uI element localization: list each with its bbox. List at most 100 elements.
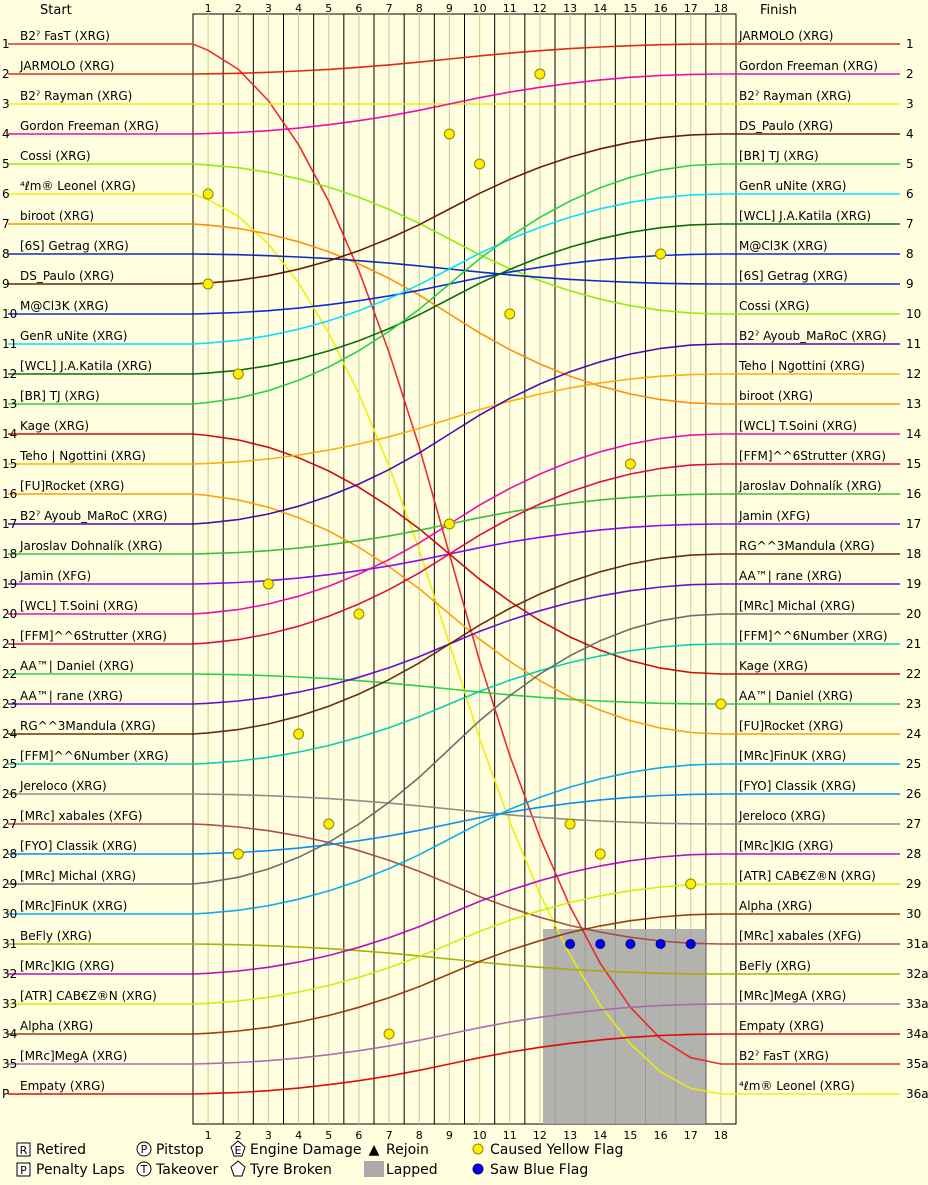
legend-box-symbol: R — [20, 1144, 28, 1157]
start-driver-label: biroot (XRG) — [20, 209, 94, 223]
start-position-number: 11 — [2, 337, 17, 351]
driver-position-line — [8, 133, 900, 285]
yellow-flag-marker — [323, 818, 335, 830]
start-driver-label: [ATR] CAB€Z®N (XRG) — [20, 989, 157, 1003]
finish-driver-label: [WCL] T.Soini (XRG) — [739, 419, 857, 433]
lap-label-bottom: 11 — [503, 1129, 517, 1142]
driver-position-line — [8, 853, 900, 975]
lap-label-top: 5 — [325, 2, 332, 15]
finish-driver-label: [FFM]^^6Strutter (XRG) — [739, 449, 886, 463]
start-position-number: 9 — [2, 277, 10, 291]
finish-driver-label: [MRc]MegA (XRG) — [739, 989, 846, 1003]
finish-position-number: 23 — [906, 697, 921, 711]
finish-driver-label: RG^^3Mandula (XRG) — [739, 539, 875, 553]
start-position-number: 32 — [2, 967, 17, 981]
lap-label-top: 17 — [684, 2, 698, 15]
start-driver-label: AA™| Daniel (XRG) — [20, 659, 134, 673]
legend-label: Saw Blue Flag — [490, 1162, 588, 1178]
start-position-number: 15 — [2, 457, 17, 471]
blue-flag-marker — [655, 939, 666, 949]
finish-driver-label: [FU]Rocket (XRG) — [739, 719, 843, 733]
legend-circle-icon — [136, 1141, 152, 1157]
legend-blue-flag-icon — [472, 1163, 484, 1175]
lap-label-top: 16 — [654, 2, 668, 15]
start-driver-label: M@Cl3K (XRG) — [20, 299, 109, 313]
lap-label-top: 6 — [355, 2, 362, 15]
start-driver-label: RG^^3Mandula (XRG) — [20, 719, 156, 733]
finish-driver-label: Empaty (XRG) — [739, 1019, 824, 1033]
driver-position-line — [8, 343, 900, 525]
lap-label-bottom: 1 — [205, 1129, 212, 1142]
finish-position-number: 32a — [906, 967, 928, 981]
finish-position-number: 13 — [906, 397, 921, 411]
driver-position-line — [8, 253, 900, 315]
finish-driver-label: B2ˀ Rayman (XRG) — [739, 89, 851, 103]
driver-position-line — [8, 823, 900, 945]
finish-position-number: 7 — [906, 217, 914, 231]
driver-position-line — [8, 193, 900, 345]
yellow-flag-marker — [594, 848, 606, 860]
finish-position-number: 28 — [906, 847, 921, 861]
finish-position-number: 22 — [906, 667, 921, 681]
driver-position-line — [8, 463, 900, 645]
finish-position-number: 20 — [906, 607, 921, 621]
start-position-number: 7 — [2, 217, 10, 231]
start-driver-label: AA™| rane (XRG) — [20, 689, 123, 703]
lap-label-top: 8 — [416, 2, 423, 15]
driver-position-line — [8, 493, 900, 735]
driver-position-line — [8, 163, 900, 405]
lap-label-top: 15 — [623, 2, 637, 15]
yellow-flag-marker — [443, 518, 455, 530]
lap-label-bottom: 17 — [684, 1129, 698, 1142]
lap-label-bottom: 15 — [623, 1129, 637, 1142]
start-position-number: 12 — [2, 367, 17, 381]
finish-driver-label: [BR] TJ (XRG) — [739, 149, 819, 163]
finish-driver-label: Jaroslav Dohnalík (XRG) — [738, 479, 882, 493]
finish-position-number: 29 — [906, 877, 921, 891]
legend-pentagon-symbol: E — [235, 1144, 242, 1157]
finish-position-number: 36a — [906, 1087, 928, 1101]
lap-label-top: 13 — [563, 2, 577, 15]
start-driver-label: [FFM]^^6Number (XRG) — [20, 749, 169, 763]
start-position-number: 26 — [2, 787, 17, 801]
start-position-number: 35 — [2, 1057, 17, 1071]
driver-position-line — [8, 73, 900, 135]
start-position-number: 16 — [2, 487, 17, 501]
legend-box-icon — [16, 1162, 31, 1177]
lap-label-top: 11 — [503, 2, 517, 15]
driver-position-line — [8, 883, 900, 1005]
start-driver-label: Alpha (XRG) — [20, 1019, 93, 1033]
driver-position-line — [8, 433, 900, 615]
finish-driver-label: Teho | Ngottini (XRG) — [738, 359, 865, 373]
lap-label-bottom: 8 — [416, 1129, 423, 1142]
driver-position-line — [8, 763, 900, 915]
lap-label-bottom: 3 — [265, 1129, 272, 1142]
yellow-flag-marker — [232, 368, 244, 380]
start-position-number: 31 — [2, 937, 17, 951]
start-driver-label: Gordon Freeman (XRG) — [20, 119, 159, 133]
finish-position-number: 16 — [906, 487, 921, 501]
finish-position-number: 9 — [906, 277, 914, 291]
chart-legend: R Retired P Penalty Laps P Pitstop T Takeover E E… — [16, 1140, 623, 1178]
start-position-number: 5 — [2, 157, 10, 171]
start-position-number: 22 — [2, 667, 17, 681]
lapped-block — [543, 929, 706, 1124]
start-driver-label: [FU]Rocket (XRG) — [20, 479, 124, 493]
lap-label-bottom: 12 — [533, 1129, 547, 1142]
start-driver-label: JARMOLO (XRG) — [19, 59, 114, 73]
yellow-flag-marker — [232, 848, 244, 860]
finish-driver-label: Jamin (XFG) — [738, 509, 810, 523]
start-position-number: 29 — [2, 877, 17, 891]
blue-flag-marker — [685, 939, 696, 949]
lap-label-bottom: 10 — [473, 1129, 487, 1142]
finish-driver-label: [MRc] Michal (XRG) — [739, 599, 855, 613]
yellow-flag-marker — [474, 158, 486, 170]
lap-label-top: 10 — [473, 2, 487, 15]
start-driver-label: GenR uNite (XRG) — [20, 329, 127, 343]
finish-driver-label: [MRc]KIG (XRG) — [739, 839, 833, 853]
finish-position-number: 6 — [906, 187, 914, 201]
driver-position-line — [8, 493, 900, 555]
finish-position-number: 18 — [906, 547, 921, 561]
lap-label-bottom: 2 — [235, 1129, 242, 1142]
